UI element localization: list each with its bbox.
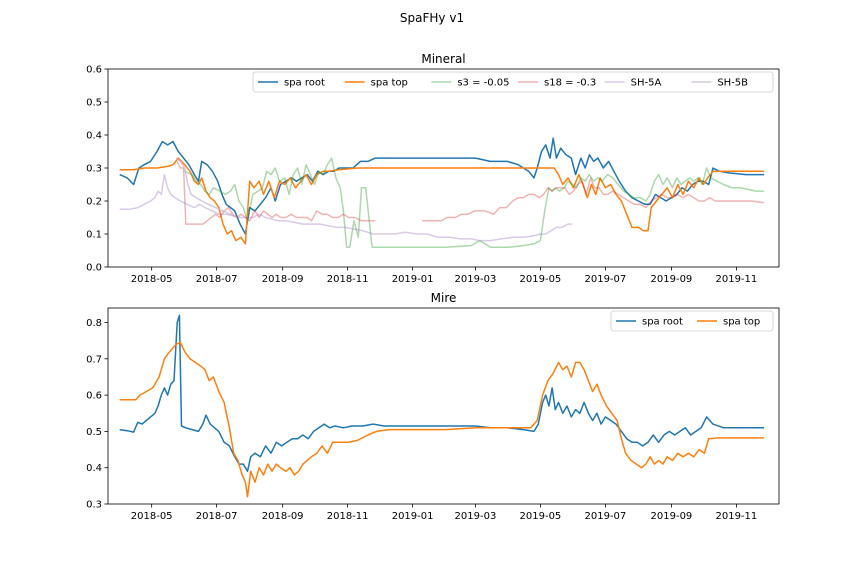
mire-legend-box xyxy=(610,310,774,332)
mineral-legend-label-0: spa root xyxy=(284,78,325,89)
mineral-axes: Mineral 2018-05 2018-07 2018-09 2018-11 2019-… xyxy=(86,52,780,285)
mineral-y-tick-label: 0.0 xyxy=(86,263,102,274)
mineral-y-tick-label: 0.6 xyxy=(86,65,102,76)
mineral-x-tick-label: 2018-07 xyxy=(196,274,238,285)
mineral-x-tick-label: 2019-09 xyxy=(651,274,693,285)
mineral-x-tick-label: 2018-09 xyxy=(262,274,304,285)
mire-legend: spa root spa top xyxy=(610,310,774,332)
mire-x-tick-label: 2019-03 xyxy=(455,511,497,522)
mire-y-tick-label: 0.6 xyxy=(86,391,102,402)
mire-y-tick-label: 0.8 xyxy=(86,318,102,329)
mineral-series-line-3 xyxy=(176,161,765,225)
mineral-legend-box xyxy=(252,71,774,93)
mineral-x-tick-label: 2019-11 xyxy=(715,274,757,285)
mire-x-tick-label: 2019-07 xyxy=(584,511,626,522)
mire-legend-label-1: spa top xyxy=(723,317,760,328)
mineral-x-tick-label: 2018-05 xyxy=(131,274,173,285)
mineral-series-line-0 xyxy=(119,137,765,235)
mineral-legend-label-2: s3 = -0.05 xyxy=(457,78,509,89)
mineral-series-line-5 xyxy=(175,157,238,219)
mineral-legend-label-1: spa top xyxy=(371,78,408,89)
mineral-legend-label-3: s18 = -0.3 xyxy=(544,78,596,89)
mineral-legend-label-4: SH-5A xyxy=(631,78,662,89)
mire-x-tick-label: 2019-05 xyxy=(520,511,562,522)
mire-y-tick-label: 0.5 xyxy=(86,427,102,438)
mineral-y-tick-label: 0.5 xyxy=(86,98,102,109)
mineral-x-tick-label: 2019-01 xyxy=(392,274,434,285)
mire-x-tick-label: 2018-09 xyxy=(262,511,304,522)
mire-y-tick-label: 0.7 xyxy=(86,354,102,365)
mire-x-tick-label: 2019-11 xyxy=(715,511,757,522)
mire-y-tick-label: 0.3 xyxy=(86,500,102,511)
mire-series-line-1 xyxy=(119,341,765,498)
mire-x-tick-label: 2019-09 xyxy=(651,511,693,522)
mire-title: Mire xyxy=(431,291,457,305)
mineral-series-line-1 xyxy=(119,157,765,245)
mineral-title: Mineral xyxy=(421,52,465,66)
mineral-legend: spa root spa top s3 = -0.05 s18 = -0.3 SH-5A… xyxy=(252,71,774,93)
mineral-x-tick-label: 2018-11 xyxy=(327,274,369,285)
mineral-series-line-4 xyxy=(119,173,573,242)
mire-x-tick-label: 2018-11 xyxy=(327,511,369,522)
mineral-legend-label-5: SH-5B xyxy=(717,78,748,89)
mire-x-tick-label: 2018-07 xyxy=(196,511,238,522)
mire-axes: Mire 2018-05 2018-07 2018-09 2018-11 2019-01 2… xyxy=(86,291,780,522)
mineral-y-tick-label: 0.3 xyxy=(86,164,102,175)
mire-x-tick-label: 2018-05 xyxy=(131,511,173,522)
mire-y-tick-label: 0.4 xyxy=(86,463,102,474)
mineral-x-tick-label: 2019-07 xyxy=(584,274,626,285)
mineral-y-tick-label: 0.1 xyxy=(86,230,102,241)
mire-plot-frame xyxy=(107,307,780,505)
mineral-series-line-2 xyxy=(184,157,765,248)
mire-x-tick-label: 2019-01 xyxy=(392,511,434,522)
mire-series-line-0 xyxy=(119,314,765,473)
mineral-y-tick-label: 0.2 xyxy=(86,197,102,208)
mineral-x-tick-label: 2019-05 xyxy=(520,274,562,285)
mineral-y-tick-label: 0.4 xyxy=(86,131,102,142)
mire-legend-label-0: spa root xyxy=(642,317,683,328)
figure-suptitle: SpaFHy v1 xyxy=(400,11,464,25)
mineral-x-tick-label: 2019-03 xyxy=(455,274,497,285)
